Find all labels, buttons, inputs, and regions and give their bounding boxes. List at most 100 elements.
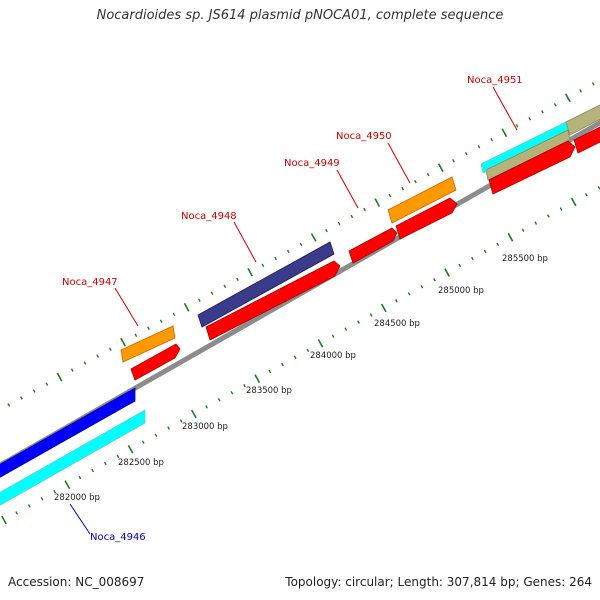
tick-mark — [310, 233, 317, 242]
tick-mark — [183, 302, 190, 312]
tick-mark — [433, 277, 436, 282]
tick-mark — [437, 163, 444, 172]
tick-mark — [236, 277, 239, 282]
gene-label-noca-4947: Noca_4947 — [62, 277, 118, 288]
tick-mark — [274, 256, 278, 261]
tick-mark — [247, 268, 254, 277]
tick-mark — [70, 368, 74, 372]
tick-mark — [515, 124, 519, 128]
tick-mark — [471, 256, 474, 261]
bp-label-283500: 283500 bp — [246, 386, 292, 396]
tick-mark — [191, 409, 197, 419]
tick-mark — [230, 391, 234, 395]
tick-mark — [19, 396, 23, 400]
feature-blue-band — [0, 387, 136, 478]
tick-mark — [546, 214, 550, 218]
tick-mark — [325, 228, 328, 233]
tick-mark — [243, 383, 246, 388]
tick-mark — [483, 249, 487, 254]
tick-mark — [350, 214, 354, 219]
tick-mark — [286, 249, 290, 254]
tick-mark — [591, 82, 595, 86]
tick-mark — [521, 228, 525, 232]
tick-mark — [1, 515, 7, 525]
tick-mark — [388, 193, 392, 198]
tick-mark — [103, 461, 107, 466]
bp-label-285000: 285000 bp — [438, 286, 484, 296]
tick-mark — [299, 242, 303, 247]
tick-mark — [496, 242, 500, 247]
tick-mark — [444, 268, 450, 277]
feature-khaki-right — [565, 104, 600, 136]
tick-mark — [40, 497, 44, 501]
tick-mark — [490, 137, 494, 142]
tick-mark — [56, 372, 63, 382]
tick-mark — [395, 299, 398, 303]
tick-mark — [96, 354, 100, 358]
tick-mark — [413, 179, 417, 184]
tick-mark — [7, 403, 11, 407]
tick-mark — [317, 339, 324, 348]
tick-mark — [337, 221, 341, 226]
tick-mark — [501, 128, 508, 138]
tick-mark — [78, 475, 82, 480]
tick-mark — [452, 158, 455, 163]
tick-mark — [83, 361, 87, 365]
tick-mark — [458, 263, 462, 268]
tick-mark — [357, 320, 360, 324]
gene-arrow-right — [573, 126, 600, 154]
tick-mark — [197, 298, 201, 303]
feature-orange-4950 — [387, 176, 457, 224]
tick-mark — [179, 419, 183, 423]
tick-row-upper — [7, 82, 595, 407]
tick-mark — [167, 426, 171, 430]
tick-mark — [91, 468, 95, 473]
tick-mark — [141, 440, 145, 444]
tick-mark — [420, 284, 424, 289]
tick-mark — [401, 186, 405, 191]
tick-mark — [565, 93, 571, 103]
gene-arrow-4950 — [395, 197, 458, 240]
tick-mark — [407, 292, 411, 296]
accession-text: Accession: NC_008697 — [8, 575, 145, 589]
tick-mark — [281, 362, 284, 367]
gene-label-noca-4946: Noca_4946 — [90, 532, 146, 543]
tick-mark — [147, 326, 150, 330]
tick-mark — [344, 327, 348, 331]
tick-mark — [120, 337, 126, 347]
tick-mark — [534, 221, 538, 225]
tick-mark — [464, 151, 468, 156]
tick-mark — [127, 445, 134, 454]
tick-mark — [27, 504, 31, 508]
tick-mark — [528, 117, 532, 121]
gene-arrow-4951 — [488, 140, 576, 195]
tick-mark — [584, 193, 588, 197]
bp-label-284500: 284500 bp — [374, 319, 420, 329]
gene-arrow-4948 — [205, 260, 341, 341]
tick-mark — [369, 313, 373, 317]
gene-arrow-4947 — [130, 343, 181, 381]
tick-mark — [116, 454, 120, 459]
gene-label-noca-4950: Noca_4950 — [336, 131, 392, 142]
gene-label-noca-4948: Noca_4948 — [181, 211, 237, 222]
tick-mark — [154, 433, 158, 437]
tick-mark — [32, 389, 36, 393]
tick-mark — [217, 398, 221, 402]
tick-mark — [306, 348, 310, 353]
bp-label-282000: 282000 bp — [54, 493, 100, 503]
tick-mark — [45, 382, 49, 386]
map-title: Nocardioides sp. JS614 plasmid pNOCA01, … — [96, 8, 504, 23]
feature-khaki-4951 — [485, 129, 571, 181]
tick-mark — [53, 489, 57, 494]
tick-mark — [553, 103, 557, 107]
bp-label-285500: 285500 bp — [502, 254, 548, 264]
feature-orange-4947 — [120, 325, 176, 363]
tick-mark — [108, 347, 112, 351]
tick-mark — [380, 303, 387, 313]
gene-label-noca-4951: Noca_4951 — [467, 75, 523, 86]
tick-mark — [205, 405, 208, 409]
tick-mark — [579, 89, 583, 93]
tick-mark — [223, 284, 227, 289]
tick-mark — [331, 334, 335, 338]
